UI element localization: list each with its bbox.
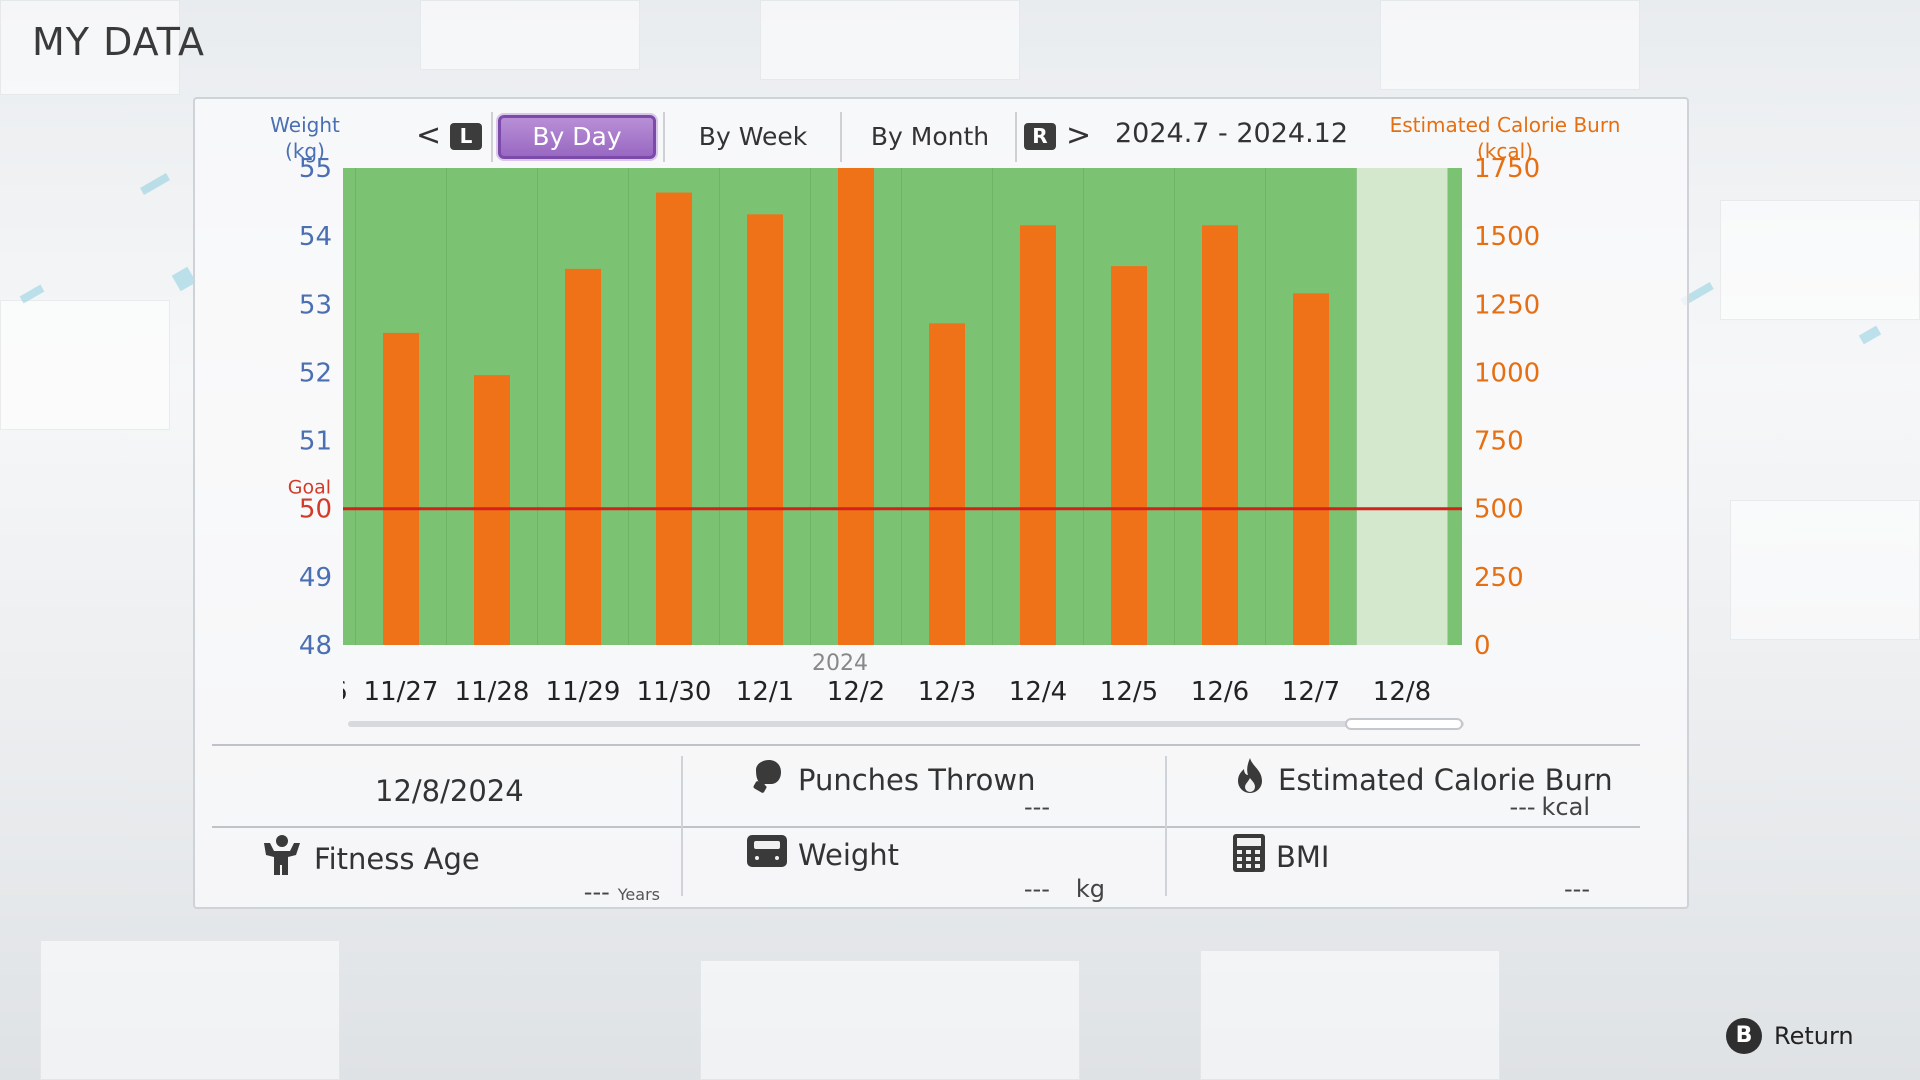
weight-label: Weight bbox=[746, 833, 899, 876]
calorie-bar-12-5[interactable] bbox=[1111, 266, 1147, 645]
calorie-axis-title: Estimated Calorie Burn (kcal) bbox=[1389, 113, 1621, 163]
calorie-bar-12-3[interactable] bbox=[929, 323, 965, 645]
calculator-icon bbox=[1232, 833, 1266, 880]
date-label-12-3[interactable]: 12/3 bbox=[918, 677, 976, 707]
date-label-12-7[interactable]: 12/7 bbox=[1282, 677, 1340, 707]
next-period-button[interactable]: > bbox=[1066, 118, 1092, 153]
stats-column-divider bbox=[681, 756, 683, 896]
weight-tick-label: 52 bbox=[299, 358, 332, 388]
flame-icon bbox=[1232, 756, 1268, 803]
weight-tick-label: 48 bbox=[299, 631, 332, 661]
chart-scroll-track[interactable] bbox=[348, 721, 1464, 727]
bmi-label: BMI bbox=[1232, 833, 1329, 880]
return-button[interactable]: B Return bbox=[1726, 1018, 1854, 1054]
calorie-tick-label: 1750 bbox=[1474, 154, 1540, 184]
calorie-tick-label: 500 bbox=[1474, 495, 1524, 525]
l-button-badge: L bbox=[450, 123, 482, 150]
b-button-badge: B bbox=[1726, 1018, 1762, 1054]
bmi-value: --- bbox=[1564, 875, 1590, 903]
tab-by-week[interactable]: By Week bbox=[698, 122, 808, 151]
date-label-11-27[interactable]: 11/27 bbox=[364, 677, 439, 707]
date-label-12-1[interactable]: 12/1 bbox=[736, 677, 794, 707]
calorie-bar-12-6[interactable] bbox=[1202, 225, 1238, 645]
weight-tick-label: 53 bbox=[299, 290, 332, 320]
punches-thrown-value: --- bbox=[1024, 793, 1050, 821]
fitness-age-value: --- Years bbox=[583, 878, 660, 906]
calorie-bar-12-1[interactable] bbox=[747, 214, 783, 645]
tab-by-month[interactable]: By Month bbox=[870, 122, 990, 151]
prev-period-button[interactable]: < bbox=[416, 118, 442, 153]
page-title: MY DATA bbox=[32, 20, 205, 64]
scale-icon bbox=[746, 833, 788, 876]
return-label: Return bbox=[1774, 1022, 1854, 1050]
date-range-label: 2024.7 - 2024.12 bbox=[1115, 118, 1349, 149]
date-label-11-29[interactable]: 11/29 bbox=[546, 677, 621, 707]
boxing-glove-icon bbox=[748, 756, 788, 803]
calorie-tick-label: 250 bbox=[1474, 563, 1524, 593]
weight-tick-label: 49 bbox=[299, 563, 332, 593]
selected-day-highlight bbox=[1356, 168, 1448, 645]
date-label-12-6[interactable]: 12/6 bbox=[1191, 677, 1249, 707]
calorie-burn-value: --- kcal bbox=[1509, 793, 1590, 821]
goal-label: Goal bbox=[288, 477, 331, 499]
weight-tick-label: 51 bbox=[299, 427, 332, 457]
flexing-person-icon bbox=[260, 833, 304, 884]
calorie-bar-12-7[interactable] bbox=[1293, 293, 1329, 645]
punches-thrown-label: Punches Thrown bbox=[748, 756, 1035, 803]
calorie-bar-11-30[interactable] bbox=[656, 192, 692, 645]
weight-tick-label: 55 bbox=[299, 154, 332, 184]
r-button-badge: R bbox=[1024, 123, 1056, 150]
fitness-age-label: Fitness Age bbox=[260, 833, 480, 884]
calorie-tick-label: 1000 bbox=[1474, 358, 1540, 388]
weight-value: --- kg bbox=[1023, 875, 1105, 903]
calorie-bar-11-29[interactable] bbox=[565, 268, 601, 645]
weight-tick-label: 50 bbox=[299, 495, 332, 525]
calorie-burn-label: Estimated Calorie Burn bbox=[1232, 756, 1613, 803]
tab-by-day[interactable]: By Day bbox=[498, 115, 656, 159]
stats-divider-top bbox=[212, 744, 1640, 746]
date-label-12-5[interactable]: 12/5 bbox=[1100, 677, 1158, 707]
date-label-11-30[interactable]: 11/30 bbox=[637, 677, 712, 707]
plot-background bbox=[343, 168, 1462, 645]
calorie-bar-11-27[interactable] bbox=[383, 332, 419, 645]
calorie-tick-label: 0 bbox=[1474, 631, 1491, 661]
calorie-tick-label: 1250 bbox=[1474, 290, 1540, 320]
calorie-bar-12-4[interactable] bbox=[1020, 225, 1056, 645]
tab-divider bbox=[491, 112, 493, 162]
stats-column-divider bbox=[1165, 756, 1167, 896]
tab-divider bbox=[840, 112, 842, 162]
date-label-12-2[interactable]: 12/2 bbox=[827, 677, 885, 707]
date-label-12-4[interactable]: 12/4 bbox=[1009, 677, 1067, 707]
calorie-tick-label: 1500 bbox=[1474, 222, 1540, 252]
calorie-tick-label: 750 bbox=[1474, 427, 1524, 457]
weight-axis-title: Weight (kg) bbox=[270, 113, 340, 163]
calorie-bar-12-2[interactable] bbox=[838, 165, 874, 645]
date-label-11-28[interactable]: 11/28 bbox=[455, 677, 530, 707]
year-label: 2024 bbox=[812, 651, 868, 676]
selected-date: 12/8/2024 bbox=[375, 774, 524, 808]
date-label-11-26[interactable]: 11/26 bbox=[273, 677, 348, 707]
calorie-weight-chart[interactable]: 55 54 53 52 51 50 49 48 1750 1500 1250 1000 750 500 25… bbox=[0, 0, 1920, 760]
tab-divider bbox=[1015, 112, 1017, 162]
tab-divider bbox=[663, 112, 665, 162]
chart-scroll-thumb[interactable] bbox=[1345, 718, 1463, 730]
stats-divider-middle bbox=[212, 826, 1640, 828]
date-label-12-8[interactable]: 12/8 bbox=[1373, 677, 1431, 707]
weight-tick-label: 54 bbox=[299, 222, 332, 252]
